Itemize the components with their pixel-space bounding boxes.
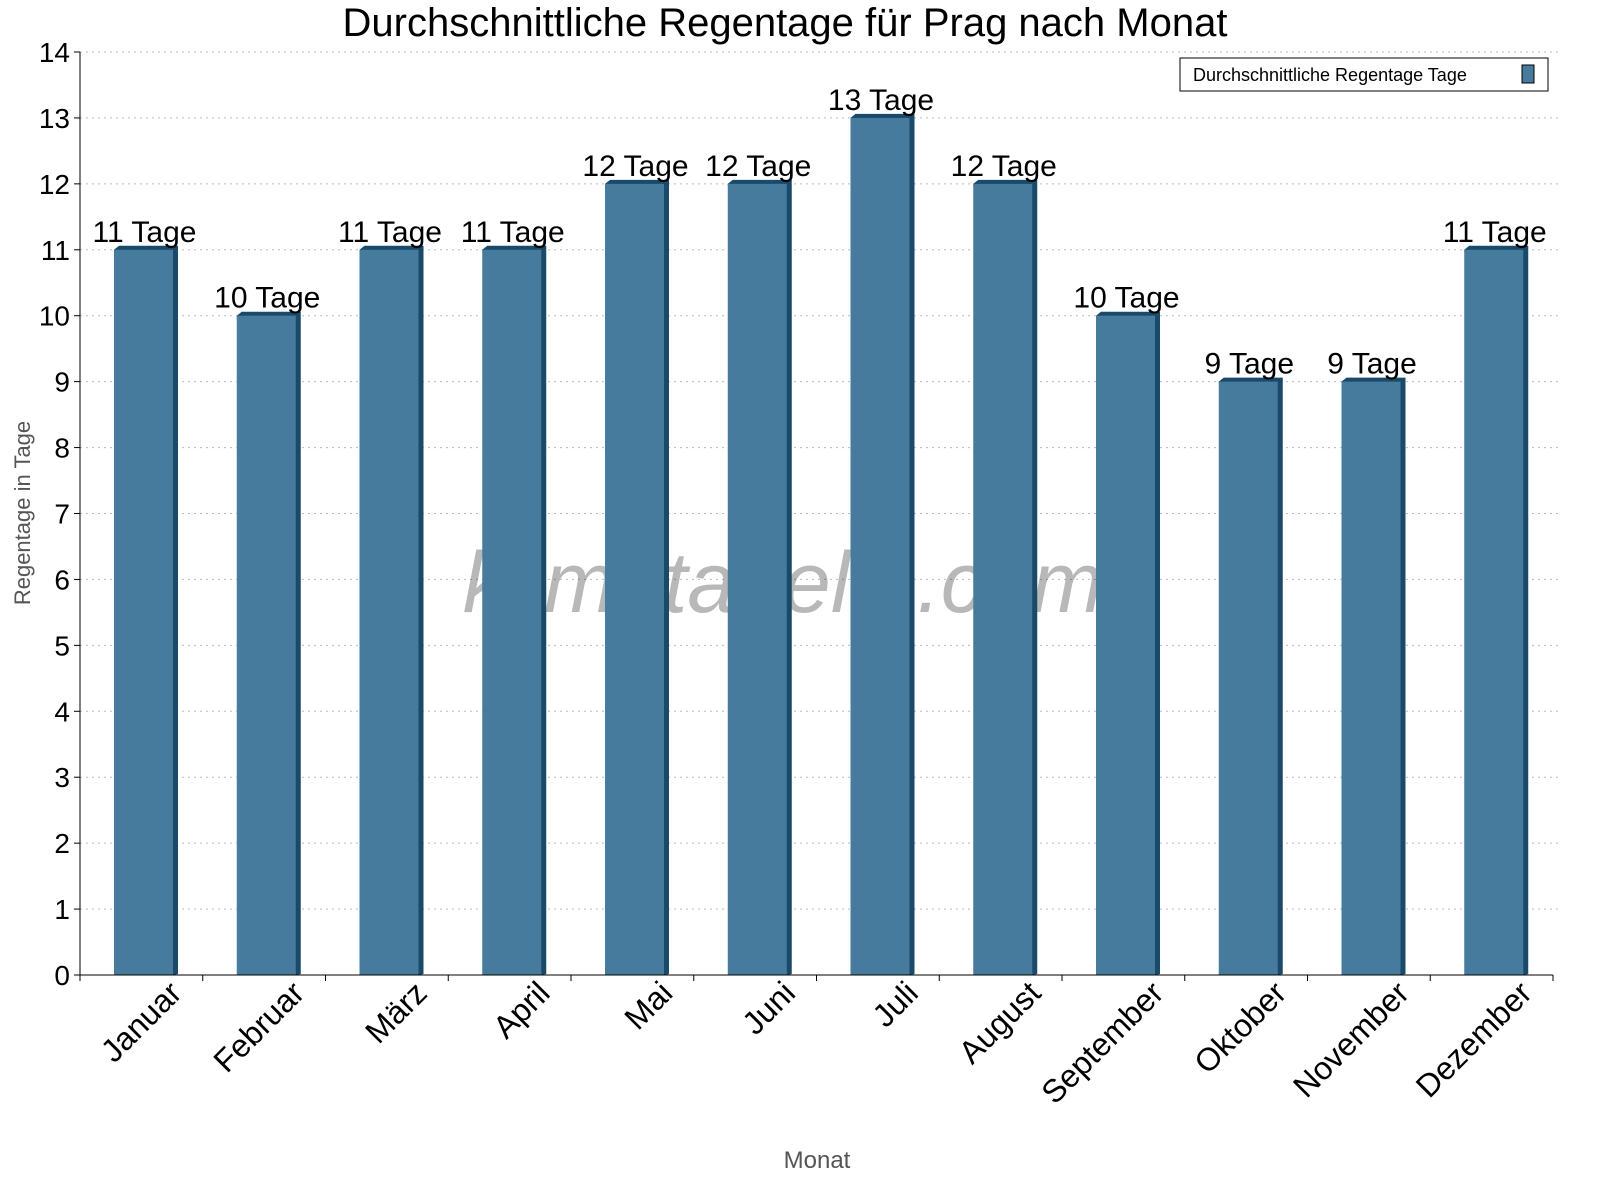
bar xyxy=(850,117,910,975)
x-tick-label: November xyxy=(1286,974,1416,1104)
x-tick-label: März xyxy=(358,974,434,1050)
y-tick-label: 13 xyxy=(39,103,70,134)
x-tick-label: Juni xyxy=(735,974,802,1041)
bar xyxy=(236,315,296,975)
legend: Durchschnittliche Regentage Tage xyxy=(1179,57,1549,92)
data-label: 11 Tage xyxy=(461,216,565,249)
y-axis-label: Regentage in Tage xyxy=(10,421,35,605)
data-label: 11 Tage xyxy=(93,216,197,249)
bar xyxy=(605,183,664,975)
y-tick-label: 12 xyxy=(39,169,70,200)
bars: 11 Tage 10 Tage 11 Tage 11 Tage 12 Tage 12 Ta… xyxy=(93,84,1547,976)
y-tick-label: 1 xyxy=(54,894,70,925)
y-tick-label: 2 xyxy=(54,828,70,859)
bar-group: 11 Tage xyxy=(461,216,565,976)
bar-group: 11 Tage xyxy=(1443,216,1547,976)
bar xyxy=(482,249,542,976)
bar xyxy=(114,249,173,976)
data-label: 11 Tage xyxy=(338,216,442,249)
bar xyxy=(1341,381,1401,976)
bar-group: 12 Tage xyxy=(705,150,811,975)
x-tick-label: Januar xyxy=(94,974,189,1069)
x-tick-label: Oktober xyxy=(1187,974,1293,1080)
x-axis-label: Monat xyxy=(784,1147,851,1174)
bar xyxy=(973,183,1033,975)
legend-box xyxy=(1179,57,1549,92)
y-tick-label: 0 xyxy=(54,960,70,991)
y-tick-label: 8 xyxy=(54,433,70,464)
y-tick-label: 6 xyxy=(54,564,70,595)
bar-group: 11 Tage xyxy=(93,216,197,976)
data-label: 13 Tage xyxy=(828,84,934,117)
data-label: 12 Tage xyxy=(582,150,688,183)
y-tick-label: 7 xyxy=(54,499,70,530)
bar xyxy=(727,183,787,975)
grid-lines xyxy=(80,51,1558,910)
legend-swatch xyxy=(1521,64,1535,84)
data-label: 12 Tage xyxy=(951,150,1057,183)
y-tick-label: 9 xyxy=(54,367,70,398)
x-tick-label: Juli xyxy=(865,974,924,1033)
bar xyxy=(1218,381,1278,976)
data-label: 11 Tage xyxy=(1443,216,1547,249)
bar-group: 13 Tage xyxy=(828,84,934,975)
bar-group: 9 Tage xyxy=(1204,348,1294,976)
x-tick-label: Mai xyxy=(617,974,679,1036)
bar-group: 10 Tage xyxy=(1073,282,1180,975)
y-tick-label: 10 xyxy=(39,301,70,332)
bar xyxy=(359,249,419,976)
x-tick-label: August xyxy=(952,974,1048,1070)
y-tick-label: 11 xyxy=(41,235,70,266)
data-label: 12 Tage xyxy=(705,150,811,183)
x-tick-label: September xyxy=(1034,974,1170,1110)
bar-group: 12 Tage xyxy=(951,150,1057,975)
chart-title: Durchschnittliche Regentage für Prag nac… xyxy=(343,1,1228,45)
x-tick-label: April xyxy=(486,974,557,1045)
data-label: 10 Tage xyxy=(214,282,320,315)
bar-group: 12 Tage xyxy=(582,150,689,975)
legend-label: Durchschnittliche Regentage Tage xyxy=(1193,65,1467,85)
data-label: 9 Tage xyxy=(1204,348,1294,381)
y-tick-label: 3 xyxy=(54,762,70,793)
bar-group: 11 Tage xyxy=(338,216,442,976)
bar-group: 10 Tage xyxy=(214,282,320,975)
x-tick-label: Februar xyxy=(206,974,311,1079)
bar xyxy=(1096,315,1155,975)
data-label: 9 Tage xyxy=(1327,348,1417,381)
y-tick-label: 5 xyxy=(54,630,70,661)
y-tick-label: 4 xyxy=(54,696,70,727)
bar xyxy=(1464,249,1524,976)
x-tick-label: Dezember xyxy=(1409,974,1539,1104)
data-label: 10 Tage xyxy=(1073,282,1179,315)
bar-group: 9 Tage xyxy=(1327,348,1417,976)
y-tick-label: 14 xyxy=(39,37,70,68)
